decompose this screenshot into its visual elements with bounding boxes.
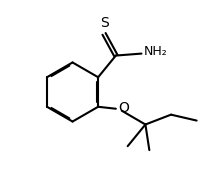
Text: NH₂: NH₂	[143, 45, 167, 58]
Text: O: O	[118, 101, 129, 115]
Text: S: S	[100, 16, 108, 30]
